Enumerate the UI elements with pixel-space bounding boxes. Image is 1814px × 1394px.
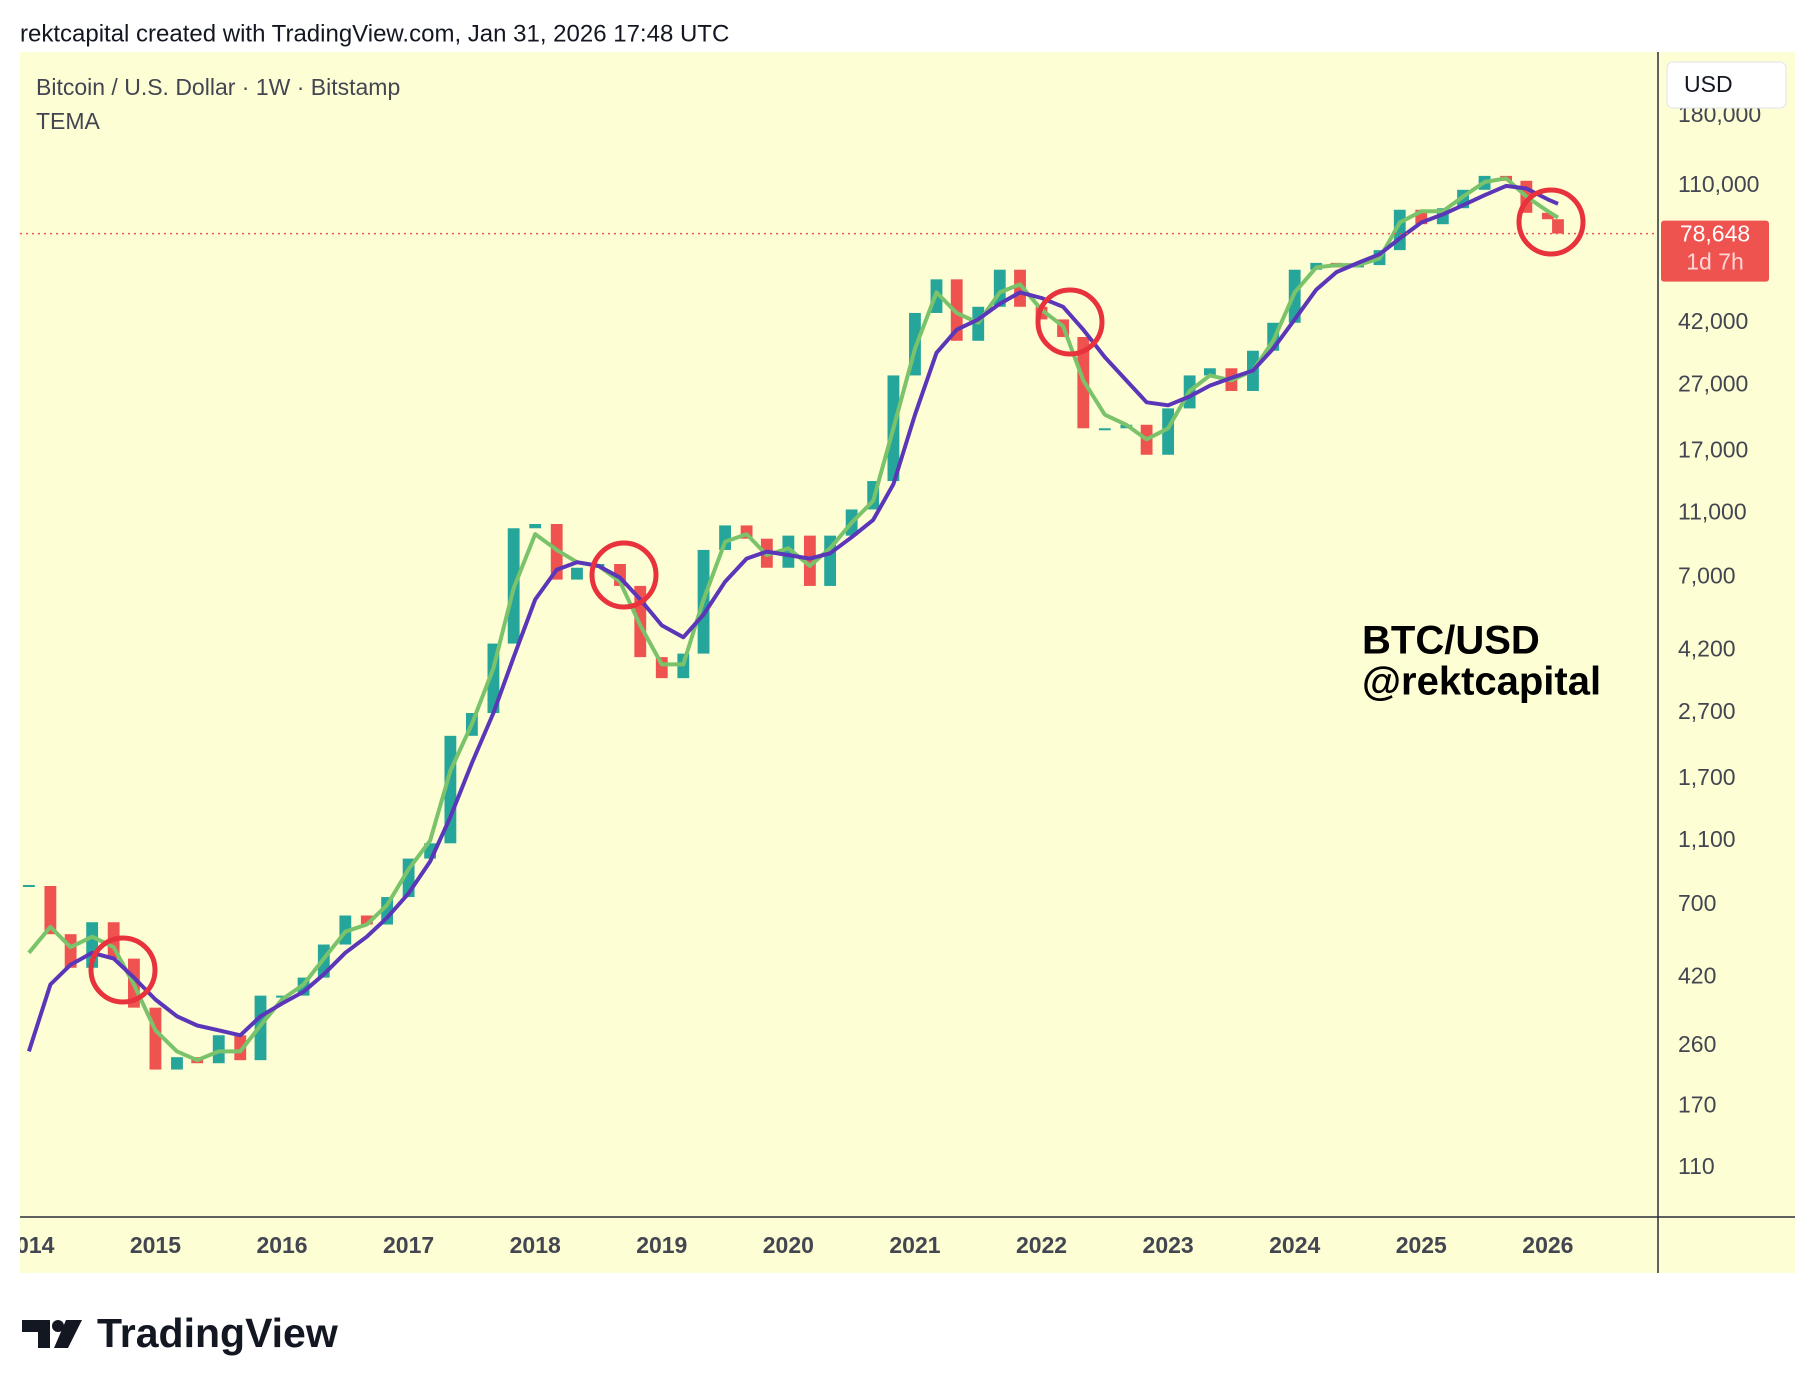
x-tick-label: 2014 xyxy=(3,1232,54,1258)
candle xyxy=(360,915,373,925)
x-tick-label: 2021 xyxy=(889,1232,940,1258)
x-tick-label: 2023 xyxy=(1143,1232,1194,1258)
x-tick-label: 2018 xyxy=(510,1232,561,1258)
highlight-circle xyxy=(88,935,158,1005)
x-tick-label: 2020 xyxy=(763,1232,814,1258)
y-tick-label: 4,200 xyxy=(1678,635,1736,661)
tema-line xyxy=(26,183,1559,1053)
candle xyxy=(614,564,626,586)
candle xyxy=(86,922,99,968)
logo-mark xyxy=(54,1320,82,1348)
currency-label: USD xyxy=(1684,71,1733,97)
x-tick-label: 2024 xyxy=(1269,1232,1320,1258)
y-tick-label: 42,000 xyxy=(1678,308,1748,334)
candle xyxy=(1162,408,1175,455)
y-tick-label: 27,000 xyxy=(1678,371,1748,397)
last-price-box xyxy=(1661,220,1769,282)
candle xyxy=(149,1007,162,1070)
candle xyxy=(171,1057,183,1070)
last-price-label: 78,648 xyxy=(1680,221,1750,247)
candle xyxy=(1541,212,1554,220)
countdown-label: 1d 7h xyxy=(1686,249,1744,275)
highlight-circle xyxy=(1035,287,1105,357)
candle xyxy=(1415,209,1428,225)
candle xyxy=(64,934,77,968)
axes: 110 170 260 420 700 1,100 1,700 2,700 4,200 7,000… xyxy=(3,101,1761,1258)
candle xyxy=(276,995,288,998)
logo: TradingView xyxy=(22,1310,338,1356)
highlight-circles xyxy=(88,187,1586,1005)
header: rektcapital created with TradingView.com… xyxy=(20,20,729,47)
highlight-circle xyxy=(1516,187,1586,257)
x-axis: 2014 2015 2016 2017 2018 2019 2020 2021 2022 2023… xyxy=(3,1232,1573,1258)
y-tick-label: 110 xyxy=(1678,1153,1715,1179)
candle xyxy=(22,884,35,887)
y-tick-label: 1,700 xyxy=(1678,764,1736,790)
candle xyxy=(44,885,57,935)
y-tick-label: 700 xyxy=(1678,890,1716,916)
currency-button[interactable] xyxy=(1666,61,1787,109)
plot-area xyxy=(20,175,1658,1070)
y-tick-label: 17,000 xyxy=(1678,436,1748,462)
candle xyxy=(655,657,668,679)
logo-text: TradingView xyxy=(97,1310,338,1356)
candle xyxy=(993,269,1006,307)
candle xyxy=(803,535,816,586)
x-tick-label: 2015 xyxy=(130,1232,181,1258)
x-tick-label: 2022 xyxy=(1016,1232,1067,1258)
logo-mark xyxy=(22,1320,50,1348)
candle xyxy=(740,525,753,539)
x-tick-label: 2019 xyxy=(636,1232,687,1258)
candle xyxy=(719,525,731,550)
candle xyxy=(402,858,415,898)
candle xyxy=(571,567,583,580)
candle xyxy=(444,735,457,844)
candle xyxy=(1014,269,1026,307)
candle xyxy=(487,643,500,714)
x-tick-label: 2025 xyxy=(1396,1232,1447,1258)
candle xyxy=(212,1035,225,1064)
chart-background xyxy=(20,52,1795,1273)
candle xyxy=(424,843,437,859)
candle xyxy=(381,897,394,925)
candle xyxy=(234,1035,247,1061)
y-tick-label: 7,000 xyxy=(1678,563,1736,589)
highlight-circle xyxy=(589,540,659,610)
x-tick-label: 2026 xyxy=(1522,1232,1573,1258)
logo-mark xyxy=(52,1320,64,1332)
candle xyxy=(1552,219,1564,234)
x-tick-label: 2017 xyxy=(383,1232,434,1258)
y-tick-label: 420 xyxy=(1678,963,1716,989)
candle xyxy=(824,535,837,586)
y-tick-label: 170 xyxy=(1678,1091,1716,1117)
chart-title: Bitcoin / U.S. Dollar · 1W · Bitstamp xyxy=(36,74,400,100)
y-tick-label: 260 xyxy=(1678,1031,1716,1057)
candle xyxy=(1203,368,1216,376)
candle xyxy=(782,535,795,568)
candle xyxy=(1098,428,1111,431)
watermark: BTC/USD xyxy=(1362,619,1540,663)
candle xyxy=(1393,209,1406,251)
y-tick-label: 11,000 xyxy=(1678,498,1747,524)
y-tick-label: 2,700 xyxy=(1678,698,1736,724)
candle xyxy=(950,279,963,341)
candle xyxy=(529,524,542,529)
watermark: @rektcapital xyxy=(1362,660,1601,704)
x-tick-label: 2016 xyxy=(256,1232,307,1258)
y-tick-label: 110,000 xyxy=(1678,171,1759,197)
indicator-label: TEMA xyxy=(36,108,101,134)
y-tick-label: 1,100 xyxy=(1678,826,1736,852)
